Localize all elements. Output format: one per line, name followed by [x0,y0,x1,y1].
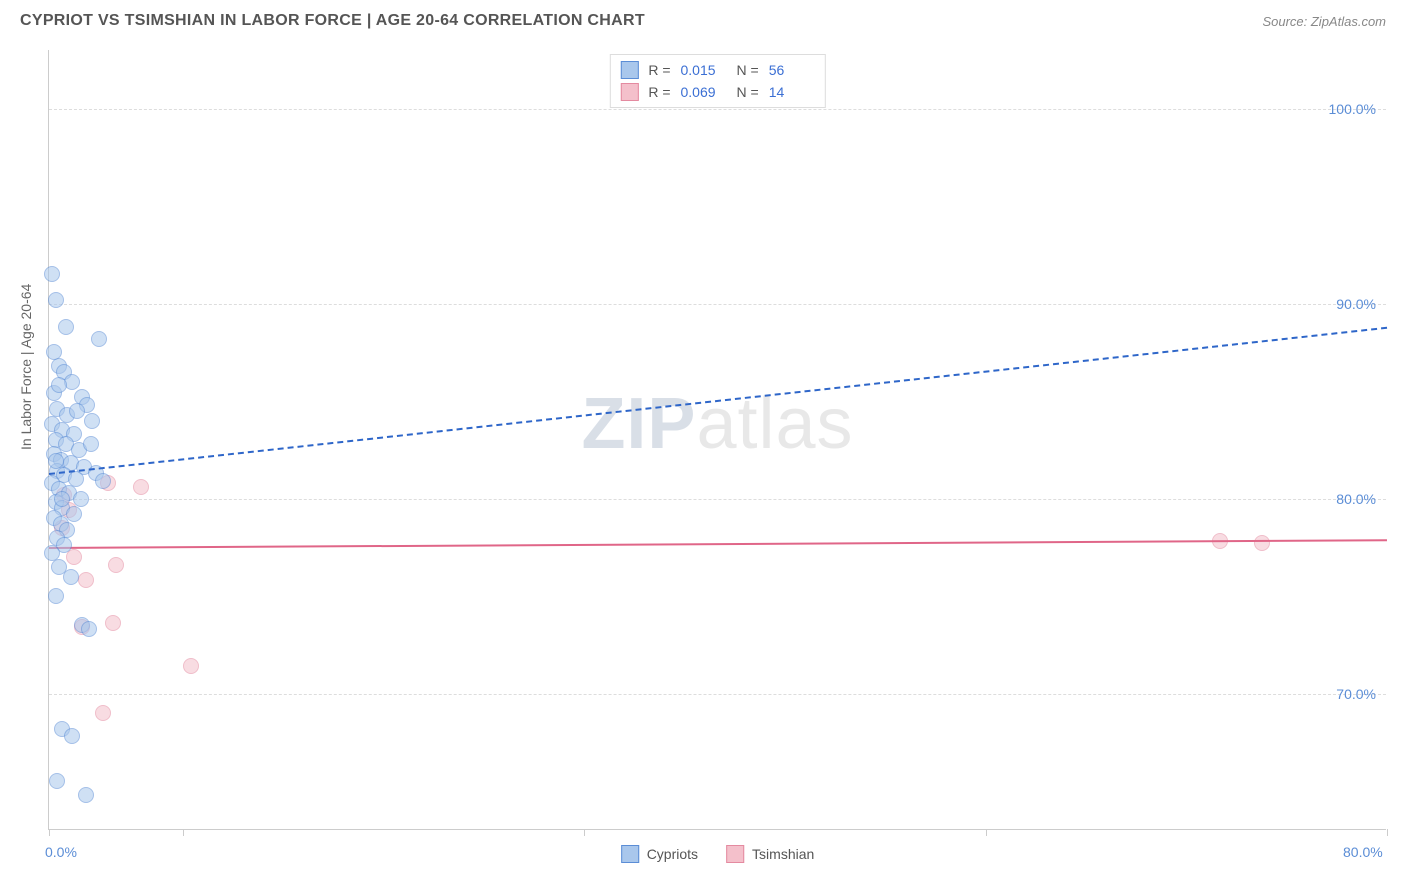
correlation-legend: R = 0.015 N = 56 R = 0.069 N = 14 [609,54,825,108]
cypriots-point [81,621,97,637]
swatch-cypriots [621,845,639,863]
cypriots-point [64,728,80,744]
x-tick-label: 80.0% [1343,844,1383,860]
tsimshian-point [78,572,94,588]
x-tick [183,829,184,836]
gridline [49,304,1386,305]
watermark: ZIPatlas [581,383,853,465]
r-label: R = [648,62,670,78]
cypriots-point [69,403,85,419]
watermark-atlas: atlas [696,384,853,464]
x-tick [584,829,585,836]
tsimshian-point [105,615,121,631]
r-value-cypriots: 0.015 [681,62,727,78]
cypriots-point [95,473,111,489]
cypriots-point [83,436,99,452]
source-attribution: Source: ZipAtlas.com [1262,14,1386,29]
legend-row-cypriots: R = 0.015 N = 56 [620,59,814,81]
cypriots-point [73,491,89,507]
n-value-tsimshian: 14 [769,84,815,100]
r-value-tsimshian: 0.069 [681,84,727,100]
cypriots-point [91,331,107,347]
cypriots-point [66,506,82,522]
cypriots-point [48,453,64,469]
cypriots-point [51,377,67,393]
tsimshian-trendline [49,539,1387,549]
tsimshian-point [1254,535,1270,551]
legend-label-tsimshian: Tsimshian [752,846,814,862]
cypriots-trendline [49,327,1387,475]
tsimshian-point [133,479,149,495]
chart-title: CYPRIOT VS TSIMSHIAN IN LABOR FORCE | AG… [20,12,645,30]
y-tick-label: 70.0% [1336,686,1376,702]
cypriots-point [78,787,94,803]
swatch-tsimshian [620,83,638,101]
tsimshian-point [95,705,111,721]
cypriots-point [63,569,79,585]
gridline [49,694,1386,695]
y-tick-label: 80.0% [1336,491,1376,507]
x-tick [1387,829,1388,836]
cypriots-point [54,491,70,507]
legend-label-cypriots: Cypriots [647,846,698,862]
x-tick [986,829,987,836]
legend-item-cypriots: Cypriots [621,845,698,863]
swatch-tsimshian [726,845,744,863]
legend-row-tsimshian: R = 0.069 N = 14 [620,81,814,103]
r-label: R = [648,84,670,100]
n-label: N = [737,62,759,78]
gridline [49,109,1386,110]
cypriots-point [44,266,60,282]
y-tick-label: 100.0% [1329,101,1376,117]
x-tick-label: 0.0% [45,844,77,860]
y-tick-label: 90.0% [1336,296,1376,312]
chart-plot-area: ZIPatlas R = 0.015 N = 56 R = 0.069 N = … [48,50,1386,830]
n-value-cypriots: 56 [769,62,815,78]
cypriots-point [48,588,64,604]
n-label: N = [737,84,759,100]
tsimshian-point [183,658,199,674]
y-axis-label: In Labor Force | Age 20-64 [18,284,34,450]
cypriots-point [84,413,100,429]
watermark-zip: ZIP [581,384,696,464]
legend-item-tsimshian: Tsimshian [726,845,814,863]
x-tick [49,829,50,836]
cypriots-point [46,344,62,360]
gridline [49,499,1386,500]
series-legend: Cypriots Tsimshian [621,845,815,863]
tsimshian-point [108,557,124,573]
swatch-cypriots [620,61,638,79]
cypriots-point [58,319,74,335]
cypriots-point [48,292,64,308]
cypriots-point [49,773,65,789]
